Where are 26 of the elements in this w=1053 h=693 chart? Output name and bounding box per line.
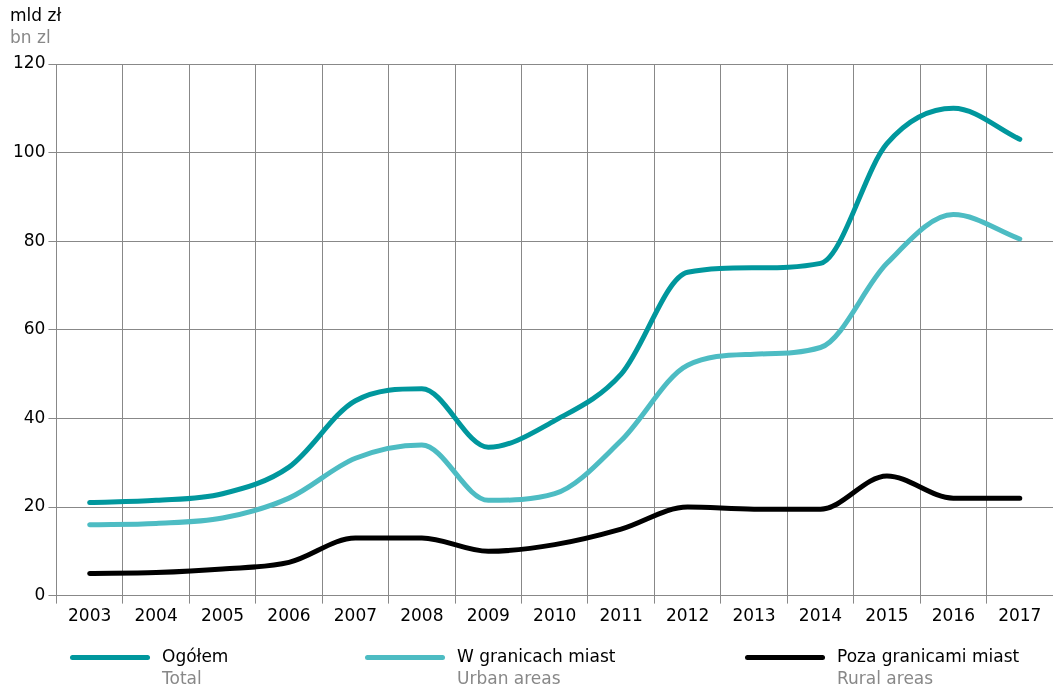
x-tick-label: 2016 [931, 605, 975, 626]
legend-label: Poza granicami miast Rural areas [837, 645, 1020, 689]
x-tick-label: 2015 [865, 605, 909, 626]
x-tick-label: 2007 [333, 605, 378, 626]
x-tick-label: 2012 [665, 605, 710, 626]
y-tick-label: 0 [34, 584, 46, 605]
x-tick-label: 2008 [400, 605, 444, 626]
x-tick-label: 2004 [134, 605, 178, 626]
legend-label: Ogółem Total [162, 645, 229, 689]
x-tick-label: 2017 [998, 605, 1042, 626]
x-tick-label: 2006 [267, 605, 311, 626]
y-tick-label: 80 [23, 229, 46, 250]
y-tick-label: 40 [23, 406, 46, 427]
x-tick-label: 2013 [732, 605, 776, 626]
y-tick-label: 20 [23, 495, 46, 516]
x-tick-label: 2005 [200, 605, 245, 626]
x-tick-label: 2011 [599, 605, 643, 626]
x-tick-label: 2014 [798, 605, 843, 626]
y-tick-label: 120 [12, 52, 46, 73]
x-tick-label: 2003 [68, 605, 112, 626]
x-tick-label: 2009 [466, 605, 510, 626]
y-tick-label: 60 [23, 318, 46, 339]
y-axis-title: mld zł bn zl [10, 4, 62, 48]
legend-label: W granicach miast Urban areas [457, 645, 616, 689]
x-tick-label: 2010 [533, 605, 577, 626]
y-tick-label: 100 [12, 141, 46, 162]
